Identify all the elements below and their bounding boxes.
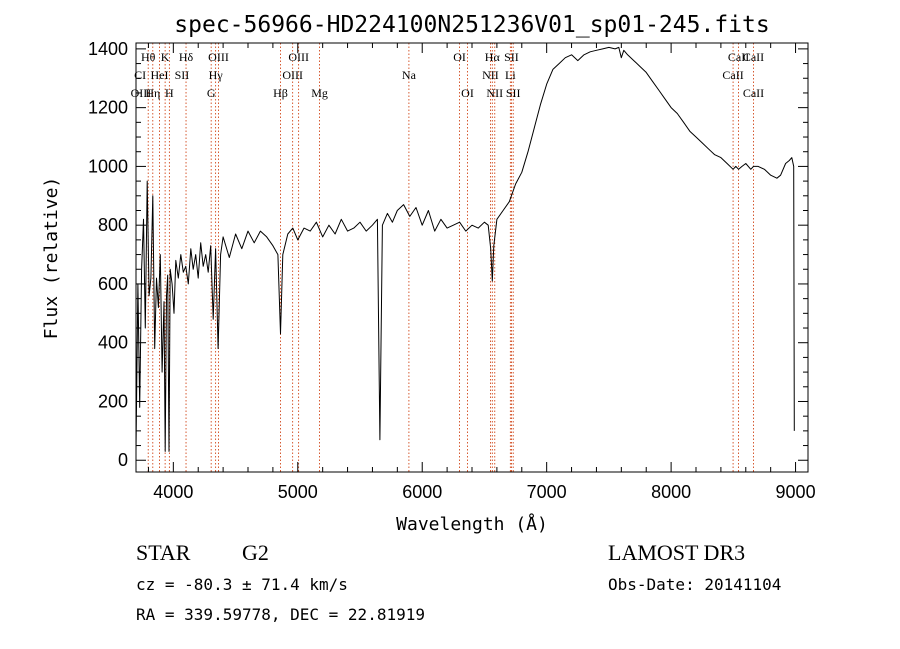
spectral-line-label: HeI bbox=[151, 68, 169, 82]
y-tick-label: 400 bbox=[98, 333, 128, 353]
y-tick-label: 600 bbox=[98, 274, 128, 294]
spectral-line-label: CaII bbox=[728, 50, 749, 64]
y-tick-label: 200 bbox=[98, 391, 128, 411]
spectral-line-label: OI bbox=[453, 50, 466, 64]
spectral-line-label: NII bbox=[482, 68, 499, 82]
spectral-line-label: Hα bbox=[485, 50, 501, 64]
x-tick-label: 5000 bbox=[278, 482, 318, 502]
spectrum-series bbox=[135, 46, 795, 452]
x-tick-label: 7000 bbox=[527, 482, 567, 502]
spectral-line-label: OIII bbox=[208, 50, 229, 64]
spectral-line-label: Hθ bbox=[141, 50, 156, 64]
spectral-line-label: Mg bbox=[311, 86, 328, 100]
y-tick-label: 0 bbox=[118, 450, 128, 470]
spectral-line-label: Hη bbox=[145, 86, 160, 100]
x-tick-label: 9000 bbox=[776, 482, 816, 502]
spectral-line-label: OIII bbox=[282, 68, 303, 82]
object-class: STAR bbox=[136, 540, 191, 565]
coords-text: RA = 339.59778, DEC = 22.81919 bbox=[136, 605, 425, 624]
spectral-marker-lines bbox=[147, 43, 754, 472]
x-tick-label: 6000 bbox=[402, 482, 442, 502]
spectral-line-label: Hδ bbox=[179, 50, 194, 64]
spectral-line-label: Hβ bbox=[273, 86, 288, 100]
spectral-line-label: Hγ bbox=[209, 68, 224, 82]
spectral-line-label: OI bbox=[461, 86, 474, 100]
x-axis-label: Wavelength (Å) bbox=[396, 513, 548, 535]
spectral-line-label: SII bbox=[504, 50, 519, 64]
chart-title: spec-56966-HD224100N251236V01_sp01-245.f… bbox=[174, 12, 769, 38]
y-tick-label: 1200 bbox=[88, 98, 128, 118]
spectrum-line bbox=[135, 46, 795, 452]
y-tick-label: 800 bbox=[98, 215, 128, 235]
plot-frame bbox=[135, 42, 809, 473]
spectral-line-label: Li bbox=[505, 68, 516, 82]
obs-date-text: Obs-Date: 20141104 bbox=[608, 575, 781, 594]
spectral-line-label: CaII bbox=[722, 68, 743, 82]
object-subclass: G2 bbox=[242, 540, 269, 565]
spectral-line-label: K bbox=[161, 50, 170, 64]
survey-label: LAMOST DR3 bbox=[608, 540, 745, 565]
spectral-line-label: NII bbox=[486, 86, 503, 100]
spectral-line-label: CaII bbox=[743, 86, 764, 100]
spectral-line-label: Na bbox=[402, 68, 417, 82]
spectral-line-label: OIII bbox=[288, 50, 309, 64]
y-tick-label: 1400 bbox=[88, 39, 128, 59]
x-tick-label: 4000 bbox=[153, 482, 193, 502]
axis-ticks: 4000 5000 6000 7000 8000 9000 0 200 400 600 800 100… bbox=[88, 39, 816, 502]
spectral-line-label: H bbox=[165, 86, 174, 100]
x-tick-label: 8000 bbox=[651, 482, 691, 502]
y-axis-label: Flux (relative) bbox=[41, 177, 62, 340]
spectral-line-label: CaII bbox=[743, 50, 764, 64]
spectral-line-label: G bbox=[207, 86, 216, 100]
y-tick-label: 1000 bbox=[88, 156, 128, 176]
redshift-text: cz = -80.3 ± 71.4 km/s bbox=[136, 575, 348, 594]
spectral-line-label: SII bbox=[506, 86, 521, 100]
spectral-line-label: SII bbox=[175, 68, 190, 82]
